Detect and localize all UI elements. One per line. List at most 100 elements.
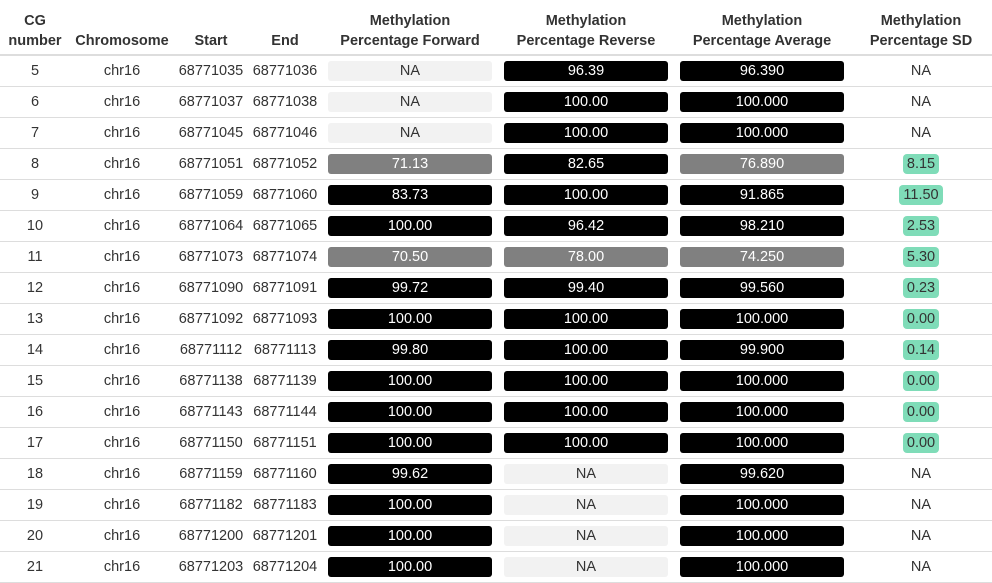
methylation-value-fwd: 99.80 (328, 340, 492, 360)
methylation-value-avg: 96.390 (680, 61, 844, 81)
methylation-value-avg: 100.000 (680, 92, 844, 112)
cell-chr: chr16 (70, 365, 174, 397)
cell-avg: 91.865 (674, 179, 850, 211)
column-header-sd[interactable]: Methylation Percentage SD (850, 0, 992, 56)
methylation-value-rev: 100.00 (504, 309, 668, 329)
cell-end: 68771046 (248, 117, 322, 149)
cell-end: 68771036 (248, 55, 322, 87)
cell-fwd: 100.00 (322, 396, 498, 428)
methylation-value-fwd: NA (328, 92, 492, 112)
cell-chr: chr16 (70, 334, 174, 366)
cell-chr: chr16 (70, 148, 174, 180)
table-row: 13 chr16 68771092 68771093 100.00 100.00 100.0… (0, 303, 992, 335)
table-row: 10 chr16 68771064 68771065 100.00 96.42 98.210… (0, 210, 992, 242)
methylation-value-fwd: 100.00 (328, 309, 492, 329)
cell-rev: 100.00 (498, 427, 674, 459)
column-header-start[interactable]: Start (174, 0, 248, 56)
methylation-value-avg: 99.560 (680, 278, 844, 298)
methylation-value-avg: 91.865 (680, 185, 844, 205)
cell-cg: 13 (0, 303, 70, 335)
column-header-avg-line: Percentage Average (692, 33, 832, 49)
cell-start: 68771200 (174, 520, 248, 552)
cell-rev: 100.00 (498, 179, 674, 211)
cell-end: 68771151 (248, 427, 322, 459)
table-row: 16 chr16 68771143 68771144 100.00 100.00 100.0… (0, 396, 992, 428)
methylation-value-fwd: 100.00 (328, 495, 492, 515)
cell-rev: NA (498, 458, 674, 490)
methylation-value-rev: NA (504, 495, 668, 515)
cell-cg: 16 (0, 396, 70, 428)
column-header-cg[interactable]: CG number (0, 0, 70, 56)
cell-rev: 100.00 (498, 86, 674, 118)
methylation-value-rev: 100.00 (504, 402, 668, 422)
table-header: CG number Chromosome Start End Methylation… (0, 0, 992, 56)
cell-fwd: NA (322, 86, 498, 118)
table-row: 12 chr16 68771090 68771091 99.72 99.40 99.560 0… (0, 272, 992, 304)
sd-value: NA (910, 466, 932, 482)
sd-value: 0.00 (902, 402, 940, 422)
column-header-fwd[interactable]: Methylation Percentage Forward (322, 0, 498, 56)
cell-end: 68771091 (248, 272, 322, 304)
cell-chr: chr16 (70, 427, 174, 459)
cell-rev: NA (498, 520, 674, 552)
cell-start: 68771159 (174, 458, 248, 490)
cell-fwd: NA (322, 55, 498, 87)
methylation-value-avg: 99.900 (680, 340, 844, 360)
column-header-avg[interactable]: Methylation Percentage Average (674, 0, 850, 56)
cell-end: 68771183 (248, 489, 322, 521)
column-header-sd-line: Methylation (880, 13, 962, 29)
table-row: 5 chr16 68771035 68771036 NA 96.39 96.390 NA (0, 55, 992, 87)
methylation-value-rev: NA (504, 557, 668, 577)
cell-start: 68771092 (174, 303, 248, 335)
methylation-value-fwd: 100.00 (328, 371, 492, 391)
cell-sd: NA (850, 117, 992, 149)
cell-fwd: 99.72 (322, 272, 498, 304)
cell-avg: 100.000 (674, 86, 850, 118)
cell-cg: 18 (0, 458, 70, 490)
cell-avg: 100.000 (674, 427, 850, 459)
column-header-end-line (250, 11, 320, 31)
cell-cg: 10 (0, 210, 70, 242)
cell-fwd: 100.00 (322, 489, 498, 521)
methylation-value-avg: 100.000 (680, 433, 844, 453)
table-row: 17 chr16 68771150 68771151 100.00 100.00 100.0… (0, 427, 992, 459)
cell-chr: chr16 (70, 210, 174, 242)
column-header-rev[interactable]: Methylation Percentage Reverse (498, 0, 674, 56)
cell-chr: chr16 (70, 117, 174, 149)
cell-chr: chr16 (70, 396, 174, 428)
methylation-value-rev: 100.00 (504, 433, 668, 453)
sd-value: 8.15 (902, 154, 940, 174)
cell-sd: 0.00 (850, 303, 992, 335)
methylation-value-avg: 100.000 (680, 309, 844, 329)
column-header-chr[interactable]: Chromosome (70, 0, 174, 56)
cell-sd: 2.53 (850, 210, 992, 242)
methylation-value-rev: 100.00 (504, 185, 668, 205)
methylation-value-fwd: 100.00 (328, 557, 492, 577)
column-header-end[interactable]: End (248, 0, 322, 56)
cell-avg: 100.000 (674, 520, 850, 552)
table-row: 6 chr16 68771037 68771038 NA 100.00 100.000 NA (0, 86, 992, 118)
cell-start: 68771090 (174, 272, 248, 304)
cell-start: 68771059 (174, 179, 248, 211)
cell-end: 68771074 (248, 241, 322, 273)
cell-avg: 99.620 (674, 458, 850, 490)
cell-end: 68771201 (248, 520, 322, 552)
methylation-value-fwd: 83.73 (328, 185, 492, 205)
cell-chr: chr16 (70, 489, 174, 521)
cell-rev: 100.00 (498, 365, 674, 397)
methylation-value-rev: NA (504, 464, 668, 484)
cell-avg: 74.250 (674, 241, 850, 273)
table-row: 20 chr16 68771200 68771201 100.00 NA 100.000 NA (0, 520, 992, 552)
sd-value: 0.00 (902, 433, 940, 453)
header-row: CG number Chromosome Start End Methylation… (0, 0, 992, 56)
methylation-value-rev: 99.40 (504, 278, 668, 298)
methylation-value-rev: 100.00 (504, 371, 668, 391)
cell-fwd: 71.13 (322, 148, 498, 180)
methylation-value-fwd: 99.62 (328, 464, 492, 484)
methylation-value-fwd: 100.00 (328, 216, 492, 236)
column-header-sd-line: Percentage SD (869, 33, 973, 49)
methylation-value-rev: NA (504, 526, 668, 546)
methylation-value-avg: 76.890 (680, 154, 844, 174)
cell-rev: 82.65 (498, 148, 674, 180)
methylation-value-fwd: 100.00 (328, 402, 492, 422)
